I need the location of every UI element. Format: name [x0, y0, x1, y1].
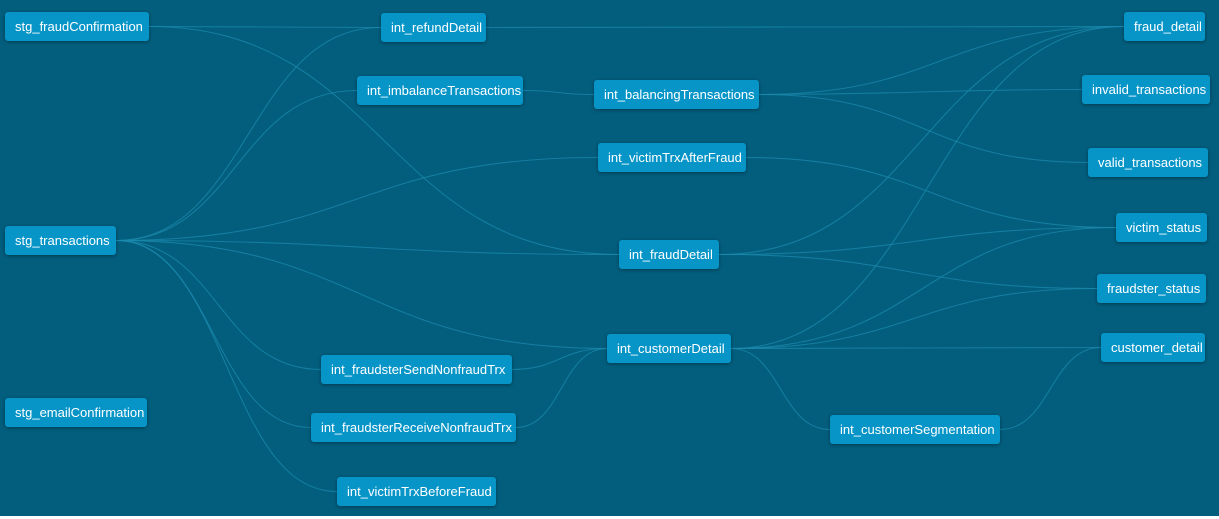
edge-int_balancingTransactions-to-fraud_detail — [758, 25, 1125, 96]
edge-int_customerDetail-to-int_customerSegmentation — [730, 347, 831, 431]
node-int-balancing-transactions[interactable]: int_balancingTransactions — [594, 80, 759, 109]
edge-int_fraudDetail-to-fraudster_status — [718, 253, 1098, 290]
node-victim-status[interactable]: victim_status — [1116, 213, 1207, 242]
edge-stg_transactions-to-int_refundDetail — [115, 26, 382, 242]
node-stg-email-confirmation[interactable]: stg_emailConfirmation — [5, 398, 147, 427]
node-int-customer-detail[interactable]: int_customerDetail — [607, 334, 731, 363]
node-valid-transactions[interactable]: valid_transactions — [1088, 148, 1208, 177]
node-fraudster-status[interactable]: fraudster_status — [1097, 274, 1206, 303]
edge-int_customerDetail-to-fraud_detail — [730, 25, 1125, 350]
edge-int_fraudDetail-to-victim_status — [718, 226, 1117, 256]
edge-int_customerDetail-to-victim_status — [730, 226, 1117, 350]
node-stg-fraud-confirmation[interactable]: stg_fraudConfirmation — [5, 12, 149, 41]
node-invalid-transactions[interactable]: invalid_transactions — [1082, 75, 1210, 104]
edge-int_balancingTransactions-to-valid_transactions — [758, 93, 1089, 164]
edge-int_balancingTransactions-to-invalid_transactions — [758, 88, 1083, 96]
edge-int_imbalanceTransactions-to-int_balancingTransactions — [522, 89, 595, 96]
edge-stg_transactions-to-int_imbalanceTransactions — [115, 89, 358, 242]
edge-int_customerSegmentation-to-customer_detail — [999, 346, 1102, 431]
edge-int_customerDetail-to-customer_detail — [730, 346, 1102, 350]
edge-int_customerDetail-to-fraudster_status — [730, 287, 1098, 350]
edge-int_fraudsterReceiveNonfraudTrx-to-int_customerDetail — [515, 347, 608, 429]
node-stg-transactions[interactable]: stg_transactions — [5, 226, 116, 255]
edge-int_fraudsterSendNonfraudTrx-to-int_customerDetail — [511, 347, 608, 371]
edge-stg_transactions-to-int_victimTrxBeforeFraud — [115, 239, 338, 493]
node-int-fraudster-receive-nonfraud-trx[interactable]: int_fraudsterReceiveNonfraudTrx — [311, 413, 516, 442]
edge-stg_transactions-to-int_customerDetail — [115, 239, 608, 350]
edge-int_victimTrxAfterFraud-to-victim_status — [745, 156, 1117, 229]
edge-stg_transactions-to-int_fraudsterSendNonfraudTrx — [115, 239, 322, 371]
node-int-fraud-detail[interactable]: int_fraudDetail — [619, 240, 719, 269]
node-int-refund-detail[interactable]: int_refundDetail — [381, 13, 486, 42]
edge-int_fraudDetail-to-fraud_detail — [718, 25, 1125, 256]
node-int-victim-trx-before-fraud[interactable]: int_victimTrxBeforeFraud — [337, 477, 496, 506]
node-fraud-detail[interactable]: fraud_detail — [1124, 12, 1205, 41]
edge-int_refundDetail-to-fraud_detail — [485, 25, 1125, 29]
node-int-customer-segmentation[interactable]: int_customerSegmentation — [830, 415, 1000, 444]
edge-stg_fraudConfirmation-to-int_refundDetail — [148, 25, 382, 29]
edge-stg_transactions-to-int_victimTrxAfterFraud — [115, 156, 599, 242]
edge-stg_transactions-to-int_fraudDetail — [115, 239, 620, 256]
node-int-imbalance-transactions[interactable]: int_imbalanceTransactions — [357, 76, 523, 105]
node-customer-detail[interactable]: customer_detail — [1101, 333, 1205, 362]
node-int-victim-trx-after-fraud[interactable]: int_victimTrxAfterFraud — [598, 143, 746, 172]
node-int-fraudster-send-nonfraud-trx[interactable]: int_fraudsterSendNonfraudTrx — [321, 355, 512, 384]
edge-stg_fraudConfirmation-to-int_fraudDetail — [148, 25, 620, 256]
